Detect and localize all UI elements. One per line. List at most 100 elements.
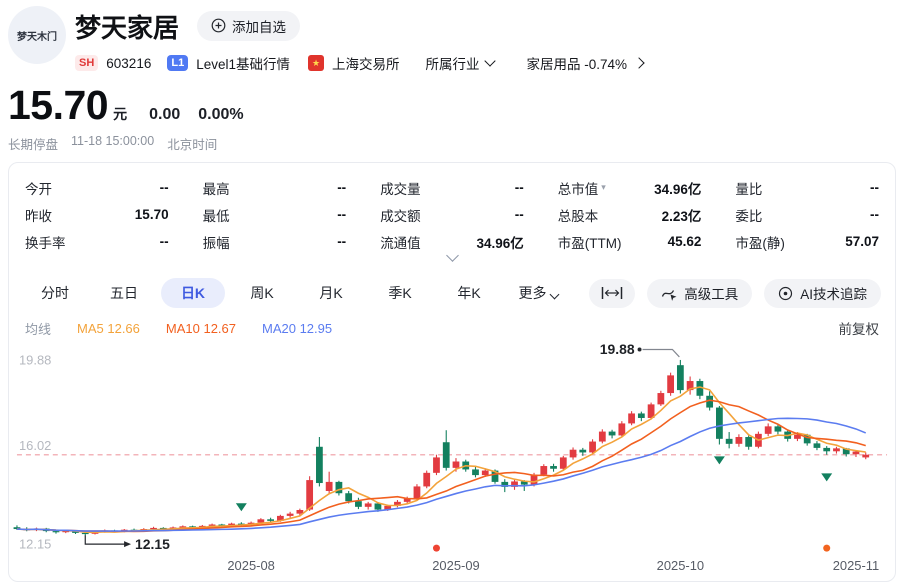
china-flag-icon: ★ xyxy=(307,55,324,71)
stat-value: 34.96亿 xyxy=(654,181,702,197)
candle-body xyxy=(345,493,353,502)
industry-link[interactable]: 家居用品 -0.74% xyxy=(526,53,645,73)
tab-daily-k[interactable]: 日K xyxy=(161,278,225,308)
price-change: 0.00 xyxy=(149,106,181,123)
add-watchlist-button[interactable]: 添加自选 xyxy=(197,10,301,41)
candle-body xyxy=(442,442,450,468)
stat-value: -- xyxy=(870,207,879,222)
stat-turnover-rate: 换手率 -- xyxy=(25,228,169,255)
candle-body xyxy=(598,431,606,442)
ai-tracking-button[interactable]: AI技术追踪 xyxy=(764,278,881,308)
stat-label: 总市值 xyxy=(557,181,599,197)
x-axis-label: 2025-11 xyxy=(833,558,880,573)
market-cap-dropdown-icon[interactable]: ▾ xyxy=(601,182,606,192)
tab-more[interactable]: 更多 xyxy=(506,278,570,308)
x-axis-label: 2025-09 xyxy=(432,558,479,573)
expand-stats-button[interactable] xyxy=(9,249,895,273)
candle-body xyxy=(647,404,655,418)
stat-amount: 成交额 -- xyxy=(380,201,524,228)
stat-label: 成交额 xyxy=(380,208,421,224)
chevron-right-icon xyxy=(633,57,645,69)
quote-timezone: 北京时间 xyxy=(167,138,218,152)
candle-body xyxy=(774,426,782,432)
stat-value: -- xyxy=(159,234,169,249)
candle-body xyxy=(813,443,821,448)
stat-value: 2.23亿 xyxy=(661,208,702,224)
candle-body xyxy=(696,381,704,396)
quote-time: 11-18 15:00:00 xyxy=(71,134,155,148)
stat-label: 流通值 xyxy=(380,235,421,251)
stat-prev-close: 昨收 15.70 xyxy=(25,201,169,228)
candle-body xyxy=(559,457,567,469)
stat-label: 委比 xyxy=(735,208,763,224)
candle-body xyxy=(276,515,284,521)
stat-low: 最低 -- xyxy=(203,201,347,228)
high-callout-line xyxy=(642,348,680,358)
expand-chart-button[interactable] xyxy=(589,278,636,308)
signal-triangle-marker xyxy=(235,503,247,512)
candle-body xyxy=(150,527,157,530)
candle-body xyxy=(296,510,304,514)
trading-status: 长期停盘 xyxy=(8,138,59,152)
candle-body xyxy=(413,486,421,499)
high-price-callout: 19.88 xyxy=(600,341,635,357)
candle-body xyxy=(481,470,489,476)
chevron-down-icon xyxy=(549,289,559,300)
industry-dropdown[interactable]: 所属行业 xyxy=(425,53,497,73)
advanced-tools-button[interactable]: 高级工具 xyxy=(647,278,753,308)
candle-body xyxy=(540,466,548,475)
y-axis-label: 12.15 xyxy=(19,537,51,552)
tab-minute[interactable]: 分时 xyxy=(41,285,69,301)
price-unit: 元 xyxy=(113,106,128,122)
horizontal-range-icon xyxy=(601,287,623,299)
stat-label: 最高 xyxy=(202,181,230,197)
stat-label: 市盈(TTM) xyxy=(557,235,622,251)
industry-dropdown-label: 所属行业 xyxy=(425,57,480,72)
candle-body xyxy=(394,501,401,506)
stat-market-cap[interactable]: 总市值 ▾ 34.96亿 xyxy=(558,174,702,201)
tab-yearly-k[interactable]: 年K xyxy=(457,285,481,301)
candle-body xyxy=(286,513,294,516)
candle-body xyxy=(589,441,596,453)
stat-value: -- xyxy=(337,207,347,222)
candle-body xyxy=(735,437,743,444)
stat-value: -- xyxy=(514,180,524,195)
candle-body xyxy=(257,519,265,523)
x-axis-label: 2025-10 xyxy=(657,558,704,573)
candle-body xyxy=(452,461,460,468)
tab-quarterly-k[interactable]: 季K xyxy=(388,285,412,301)
candle-body xyxy=(628,413,635,424)
candle-body xyxy=(316,446,323,484)
candle-body xyxy=(403,498,411,502)
stat-value: -- xyxy=(870,180,879,195)
signal-triangle-marker xyxy=(821,473,833,482)
candlestick-chart[interactable]: 19.88 16.02 12.15 2025-08 2025-09 2025-10 2025… xyxy=(9,340,895,582)
candle-body xyxy=(608,431,616,436)
tab-monthly-k[interactable]: 月K xyxy=(319,285,343,301)
stat-high: 最高 -- xyxy=(203,174,347,201)
stat-label: 换手率 xyxy=(25,235,66,251)
high-callout-dot xyxy=(637,347,642,352)
adjust-mode-label[interactable]: 前复权 xyxy=(838,322,880,337)
candle-body xyxy=(637,413,645,418)
candle-body xyxy=(511,481,518,487)
candle-body xyxy=(52,531,60,533)
plus-circle-icon xyxy=(211,18,226,33)
stat-open: 今开 -- xyxy=(25,174,169,201)
candle-body xyxy=(374,503,382,510)
tab-5day[interactable]: 五日 xyxy=(110,285,138,301)
tab-weekly-k[interactable]: 周K xyxy=(250,285,274,301)
candle-body xyxy=(179,526,187,528)
stat-float-cap: 流通值 34.96亿 xyxy=(380,228,524,255)
stat-amplitude: 振幅 -- xyxy=(203,228,347,255)
stock-code: 603216 xyxy=(106,55,152,71)
candle-body xyxy=(745,437,753,447)
stat-value: 15.70 xyxy=(134,207,169,222)
candle-body xyxy=(569,449,577,458)
candle-body xyxy=(491,470,499,482)
level-text: Level1基础行情 xyxy=(196,57,290,72)
y-axis-label: 19.88 xyxy=(19,352,51,367)
stat-value: -- xyxy=(337,180,347,195)
quote-panel: 15.70 元 0.00 0.00% 长期停盘 11-18 15:00:00 北… xyxy=(8,82,244,153)
stat-volume-ratio: 量比 -- xyxy=(735,174,879,201)
